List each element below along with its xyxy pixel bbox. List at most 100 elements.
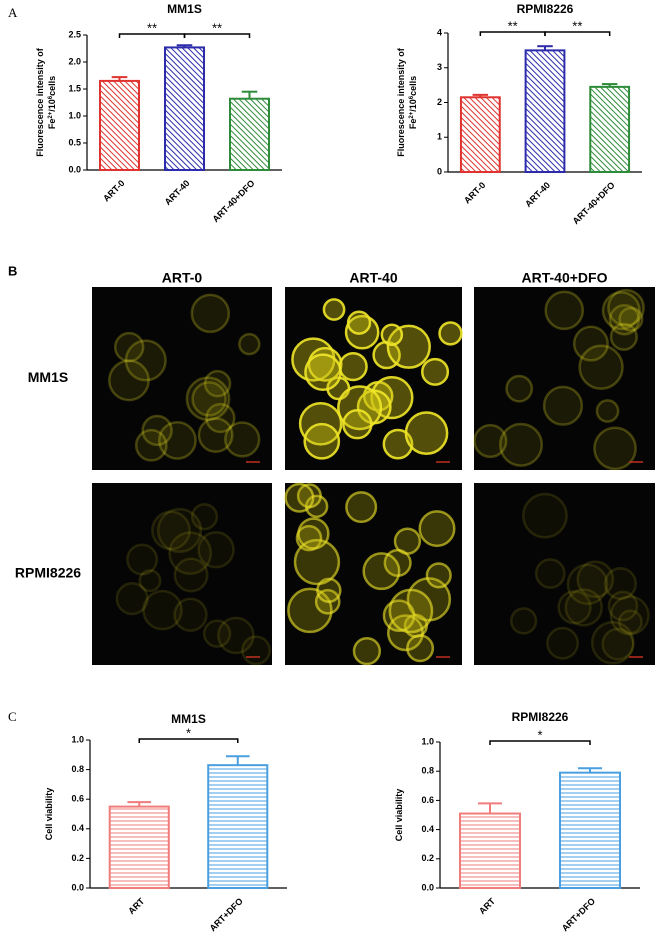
cell <box>141 414 173 447</box>
x-tick-label: ART-0 <box>101 178 126 203</box>
cell <box>224 421 261 458</box>
cell <box>593 426 637 471</box>
significance-label: ** <box>147 20 157 35</box>
significance-bracket <box>183 33 251 38</box>
cell <box>544 290 585 331</box>
y-axis-label-part: cells <box>47 76 57 96</box>
bar <box>108 805 170 889</box>
cell <box>557 590 592 625</box>
cell <box>142 589 183 631</box>
y-axis-label-part: Fluorescence intensity of <box>396 47 406 157</box>
y-tick-label: 1 <box>437 132 442 142</box>
y-tick-label: 0.0 <box>421 882 434 892</box>
cell <box>297 517 330 550</box>
cell <box>205 402 236 434</box>
panel-label: C <box>8 709 17 724</box>
cell <box>420 357 450 386</box>
cell <box>202 619 232 648</box>
cell <box>607 288 645 327</box>
micrograph <box>92 287 272 470</box>
cell <box>190 503 219 531</box>
column-label: ART-40 <box>349 270 397 286</box>
cell <box>316 577 342 604</box>
bar <box>99 79 140 171</box>
chart-title: RPMI8226 <box>512 710 569 724</box>
cell <box>190 293 231 334</box>
cell <box>203 369 232 398</box>
cell <box>576 560 615 599</box>
cell <box>156 507 203 554</box>
significance-label: ** <box>508 18 518 33</box>
cell <box>388 588 434 634</box>
y-axis-label: Fluorescence intensity of Fe2+/106cells <box>35 47 57 157</box>
y-tick-label: 2.5 <box>68 29 81 39</box>
cell <box>590 620 635 665</box>
y-tick-label: 1.0 <box>421 736 434 746</box>
micrograph <box>474 483 655 665</box>
cell <box>362 552 401 591</box>
y-axis-label-part: cells <box>408 76 418 96</box>
y-tick-label: 0.5 <box>68 137 81 147</box>
y-axis-label-part: 2+ <box>48 111 54 118</box>
y-tick-label: 0.8 <box>421 766 434 776</box>
micrograph <box>474 287 655 470</box>
bar <box>459 812 521 889</box>
cell <box>601 627 635 661</box>
y-tick-label: 1.0 <box>71 734 84 744</box>
cell <box>603 567 638 601</box>
cell <box>578 344 624 390</box>
bar <box>229 97 270 171</box>
x-tick-label: ART-40 <box>163 178 192 207</box>
cell <box>521 492 568 539</box>
cell <box>608 303 641 336</box>
y-axis-label-part: Cell viability <box>44 788 54 841</box>
significance-bracket <box>138 738 239 743</box>
bar <box>524 49 566 173</box>
cell <box>284 482 315 513</box>
cell <box>534 558 566 589</box>
cell <box>157 420 197 460</box>
y-tick-label: 0.4 <box>421 824 434 834</box>
cell <box>304 353 342 391</box>
x-tick-label: ART <box>126 896 147 917</box>
y-tick-label: 0.8 <box>71 764 84 774</box>
cell <box>346 310 372 335</box>
bar <box>559 771 621 889</box>
cell <box>382 428 414 460</box>
y-tick-label: 4 <box>437 27 442 37</box>
cell <box>238 332 261 356</box>
y-tick-label: 0.6 <box>71 794 84 804</box>
cell <box>609 322 638 351</box>
panel-label: B <box>8 263 17 278</box>
y-tick-label: 0.0 <box>68 164 81 174</box>
panel-label: A <box>8 5 18 20</box>
cell <box>607 590 639 622</box>
micrograph <box>285 287 462 470</box>
y-axis-label-part: Fe <box>408 119 418 130</box>
cell <box>124 339 167 382</box>
y-tick-label: 2.0 <box>68 56 81 66</box>
cell <box>151 510 191 551</box>
cell <box>601 291 641 331</box>
significance-label: ** <box>572 18 582 33</box>
cell <box>509 607 538 635</box>
bar <box>164 46 205 171</box>
y-axis-label-part: 6 <box>409 95 415 99</box>
cell <box>126 543 159 576</box>
y-tick-label: 0.4 <box>71 823 84 833</box>
y-axis-label: Cell viability <box>394 789 404 842</box>
cell <box>406 634 435 663</box>
y-axis-label-part: /10 <box>408 99 418 112</box>
column-label: ART-40+DFO <box>522 270 608 286</box>
cell <box>438 321 463 346</box>
cell <box>197 531 235 569</box>
significance-bracket <box>489 740 591 745</box>
significance-bracket <box>544 31 611 36</box>
y-axis-label-part: /10 <box>47 99 57 112</box>
cell <box>546 626 580 660</box>
cell <box>108 359 150 402</box>
cell <box>322 298 346 321</box>
micrograph <box>92 483 272 665</box>
cell <box>293 538 341 586</box>
